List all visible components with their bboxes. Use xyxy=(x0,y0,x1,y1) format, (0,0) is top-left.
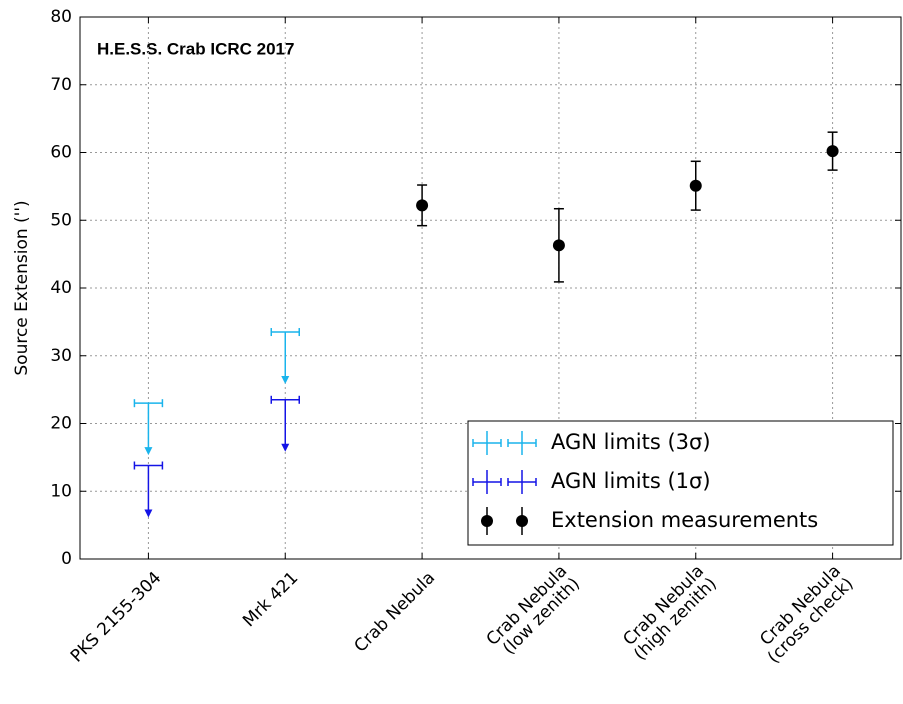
y-tick-label: 0 xyxy=(61,549,72,569)
x-tick-label-line: PKS 2155-304 xyxy=(67,568,166,667)
x-tick-label: Crab Nebula(high zenith) xyxy=(619,561,720,664)
limit-arrow xyxy=(144,509,153,518)
point xyxy=(826,145,839,158)
limit-arrow xyxy=(281,376,290,385)
x-tick-label: Crab Nebula(low zenith) xyxy=(483,561,584,659)
point xyxy=(552,239,565,252)
x-tick-label: Crab Nebula(cross check) xyxy=(756,561,857,667)
upper-limit xyxy=(133,461,164,518)
y-tick-label: 50 xyxy=(50,210,72,230)
y-tick-label: 80 xyxy=(50,7,72,27)
legend-label: AGN limits (3σ) xyxy=(551,430,711,454)
y-tick-label: 20 xyxy=(50,414,72,434)
y-axis-label: Source Extension ('') xyxy=(12,200,32,375)
upper-limit xyxy=(270,395,300,452)
legend-label: Extension measurements xyxy=(551,508,818,532)
x-tick-label: Mrk 421 xyxy=(239,568,302,631)
legend-frame xyxy=(467,420,894,546)
legend-label: AGN limits (1σ) xyxy=(551,469,711,493)
upper-limit xyxy=(270,328,300,385)
legend-marker xyxy=(516,515,528,527)
legend: AGN limits (3σ) AGN limits (1σ) Extension … xyxy=(467,420,894,546)
x-tick-label: PKS 2155-304 xyxy=(67,568,166,667)
plot-frame xyxy=(79,16,902,560)
limit-arrow xyxy=(144,447,153,456)
limit-arrow xyxy=(281,443,290,452)
upper-limit xyxy=(133,399,164,456)
legend-marker xyxy=(481,515,493,527)
annotation: H.E.S.S. Crab ICRC 2017 xyxy=(97,39,294,58)
y-tick-label: 40 xyxy=(50,278,72,298)
x-tick-label-line: Crab Nebula xyxy=(351,568,440,657)
y-tick-label: 30 xyxy=(50,346,72,366)
y-tick-label: 70 xyxy=(50,75,72,95)
point xyxy=(689,179,702,192)
y-tick-label: 10 xyxy=(50,481,72,501)
point xyxy=(416,199,429,212)
x-tick-label: Crab Nebula xyxy=(351,568,440,657)
y-tick-label: 60 xyxy=(50,143,72,163)
x-tick-label-line: Mrk 421 xyxy=(239,568,302,631)
